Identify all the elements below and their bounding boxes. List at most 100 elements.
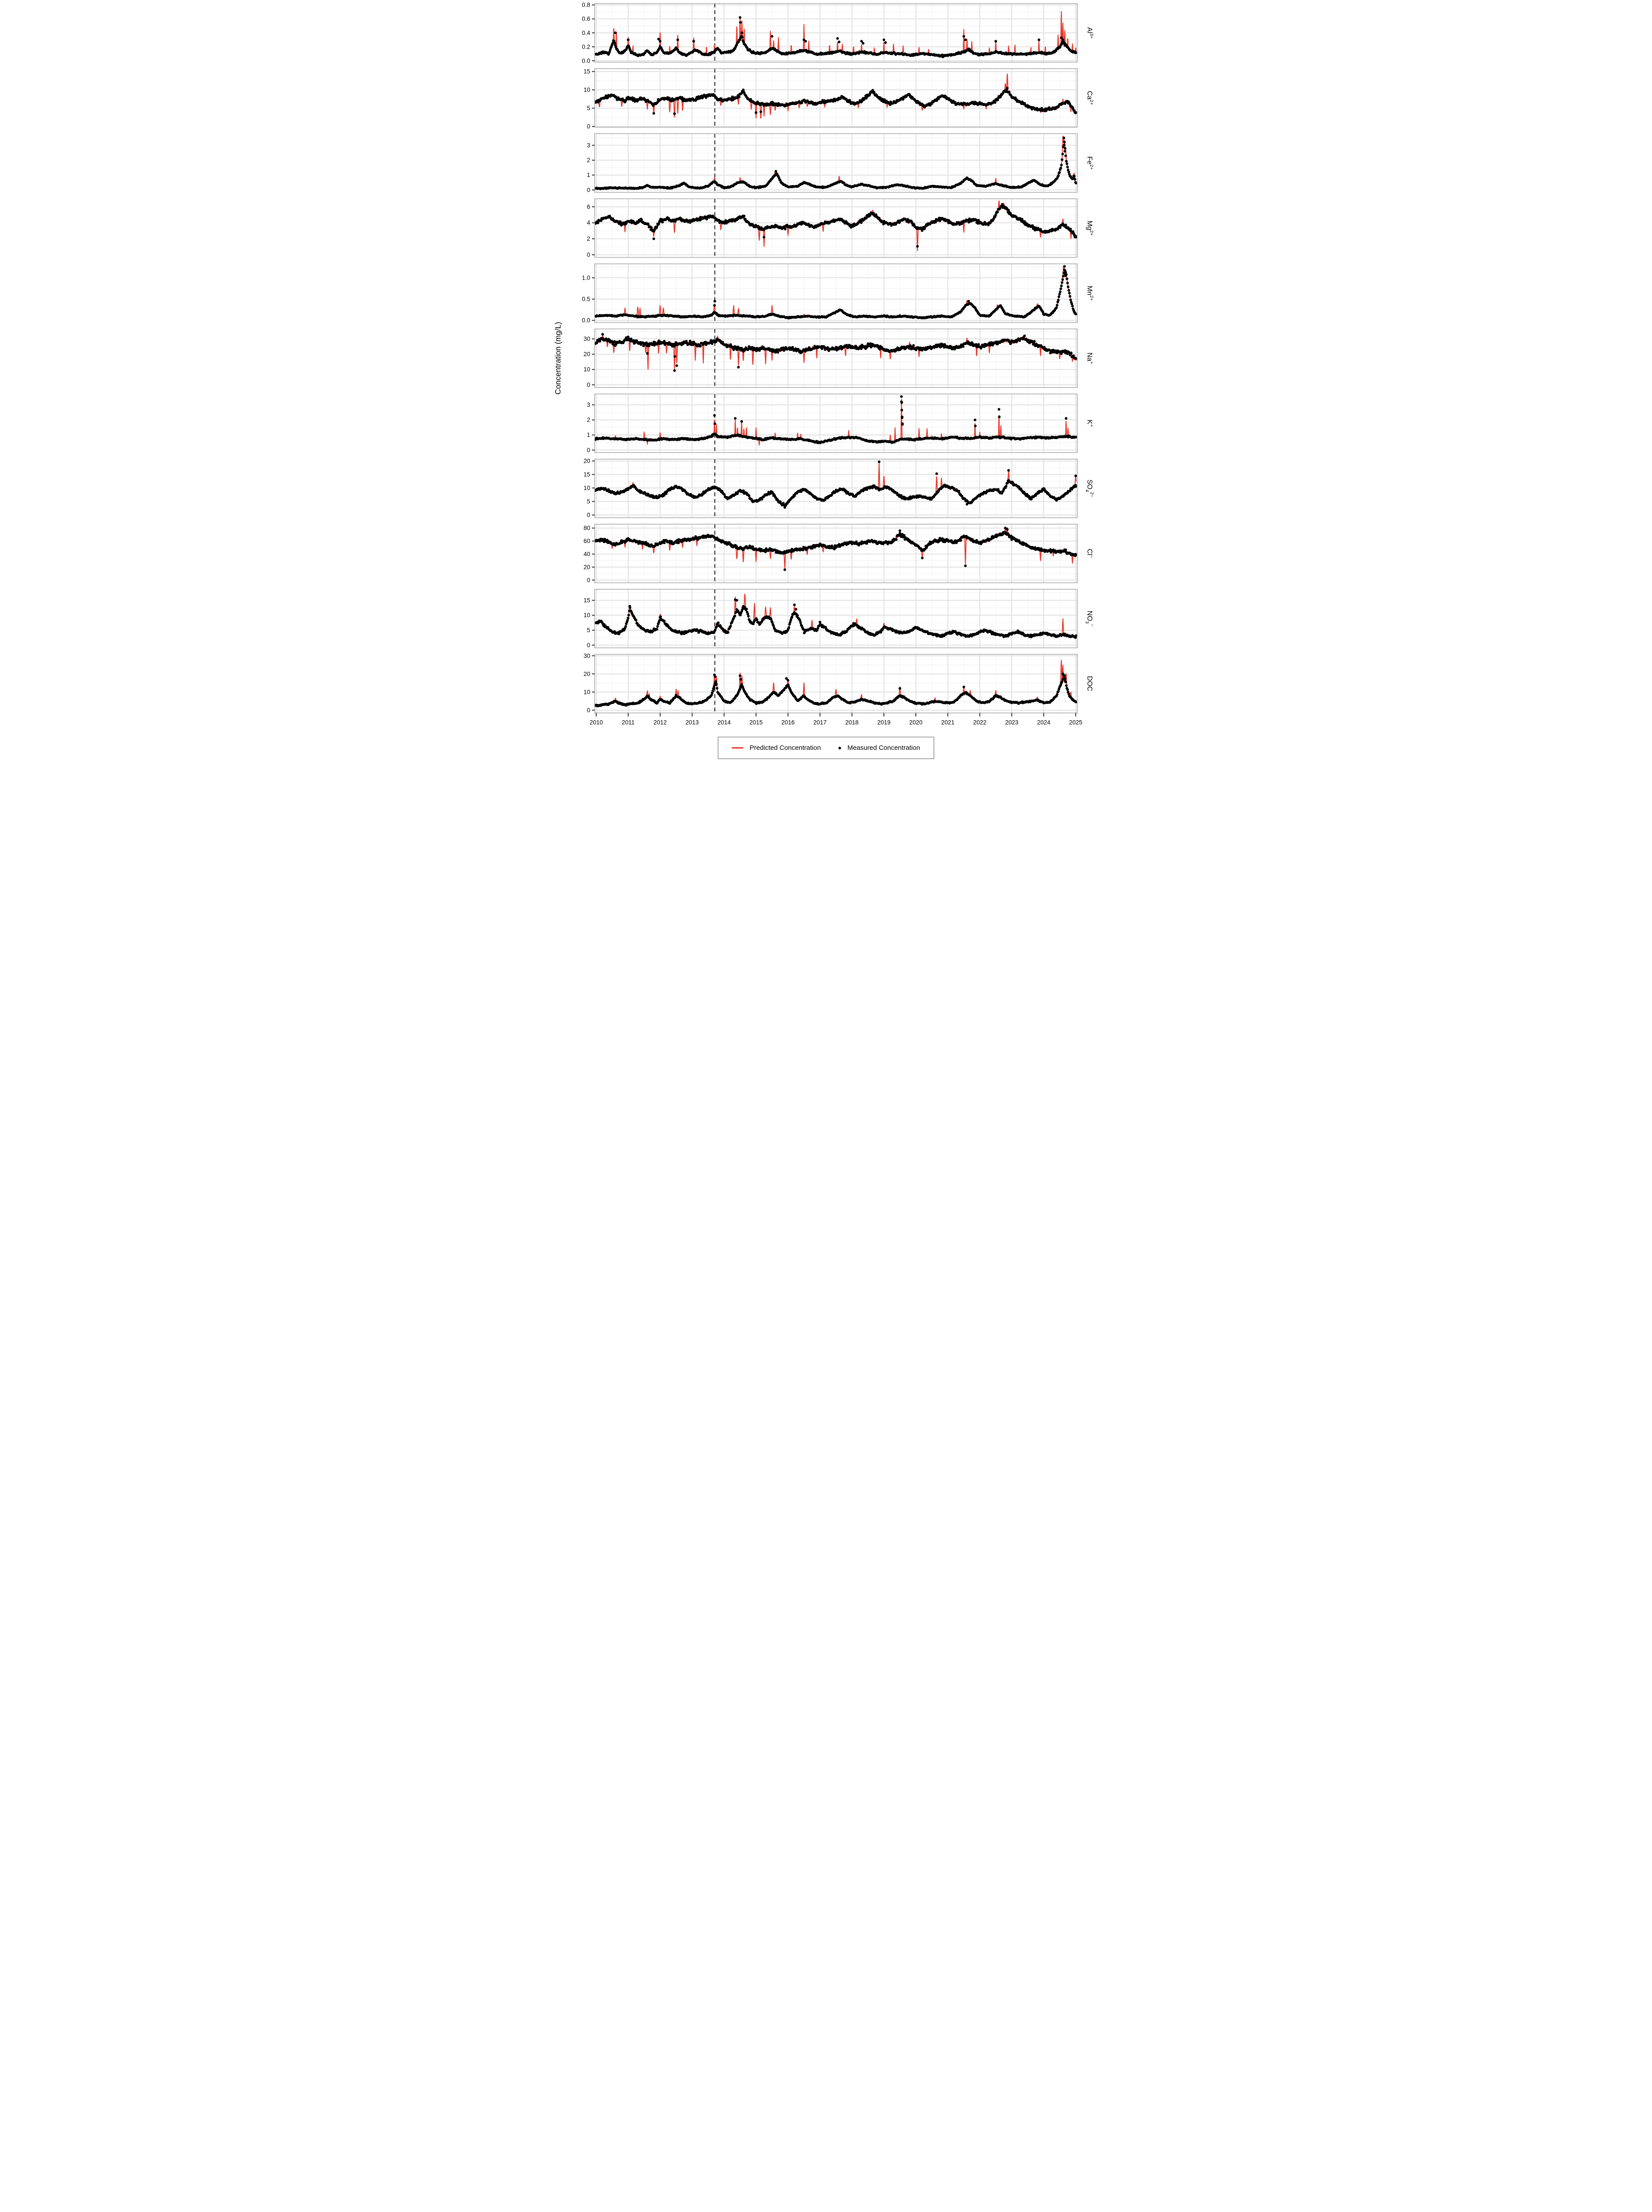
y-tick-label: 80 — [583, 525, 590, 531]
facet-label-doc: DOC — [1086, 676, 1093, 691]
facet-label-al: Al3+ — [1086, 27, 1094, 38]
y-tick-label: 10 — [583, 612, 590, 618]
panel-so4: 0 5 10 15 20 SO42− — [583, 457, 1094, 518]
legend-area: Predicted Concentration Measured Concent… — [551, 737, 1102, 771]
y-tick-label: 1.0 — [582, 275, 590, 281]
y-tick-label: 0 — [587, 123, 590, 130]
x-tick-label: 2022 — [973, 719, 986, 726]
x-tick-label: 2015 — [749, 719, 762, 726]
y-tick-label: 3 — [587, 142, 590, 149]
facet-label-fe: Fe2+ — [1086, 156, 1094, 169]
y-axis-title: Concentration (mg/L) — [553, 322, 562, 395]
y-tick-label: 20 — [583, 671, 590, 677]
y-tick-label: 30 — [583, 335, 590, 342]
measured-dots-mn — [594, 265, 1077, 320]
faceted-time-series-chart: 0.00.20.40.60.8Al3+051015Ca2+0123Fe2+024… — [553, 2, 1095, 726]
measured-dot-key — [838, 746, 841, 749]
measured-dots-ca — [594, 87, 1077, 115]
y-tick-label: 40 — [583, 551, 590, 557]
predicted-line-doc — [595, 660, 1076, 707]
y-tick-label: 0.5 — [582, 296, 590, 303]
x-tick-label: 2024 — [1037, 719, 1051, 726]
y-tick-label: 15 — [583, 471, 590, 478]
y-tick-label: 15 — [583, 68, 590, 75]
y-tick-label: 0 — [587, 512, 590, 518]
y-tick-label: 0 — [587, 187, 590, 193]
y-tick-label: 20 — [583, 564, 590, 570]
y-tick-label: 10 — [583, 689, 590, 695]
x-tick-label: 2025 — [1069, 719, 1082, 726]
y-tick-label: 60 — [583, 538, 590, 545]
y-tick-label: 0.8 — [582, 2, 590, 8]
y-tick-label: 5 — [587, 627, 590, 634]
x-tick-label: 2014 — [717, 719, 731, 726]
measured-dots-no3 — [594, 598, 1077, 639]
y-tick-label: 10 — [583, 366, 590, 373]
x-tick-label: 2021 — [941, 719, 954, 726]
x-tick-label: 2020 — [909, 719, 922, 726]
panel-fe: 0 1 2 3 Fe2+ — [587, 133, 1094, 193]
measured-dots-k — [594, 395, 1077, 445]
facet-label-no3: NO3− — [1084, 611, 1095, 626]
y-tick-label: 0 — [587, 707, 590, 714]
y-tick-label: 4 — [587, 219, 590, 226]
figure: 0.0 0.2 0.4 0.6 0.8 Al3+ 0 5 10 15 Ca2+ 0 1 2 3 Fe2+ 0 2 4… — [550, 0, 1102, 771]
measured-dots-doc — [594, 672, 1077, 707]
y-tick-label: 0 — [587, 381, 590, 388]
panel-no3: 0 5 10 15 NO3− — [583, 589, 1095, 649]
panel-ca: 0 5 10 15 Ca2+ — [583, 68, 1094, 130]
y-tick-label: 0 — [587, 447, 590, 453]
x-tick-label: 2016 — [781, 719, 795, 726]
x-tick-label: 2012 — [653, 719, 667, 726]
legend: Predicted Concentration Measured Concent… — [718, 737, 934, 759]
y-tick-label: 0 — [587, 577, 590, 584]
y-tick-label: 1 — [587, 432, 590, 438]
y-tick-label: 20 — [583, 351, 590, 357]
y-tick-label: 0 — [587, 642, 590, 649]
y-tick-label: 0.4 — [582, 30, 590, 36]
y-tick-label: 2 — [587, 157, 590, 164]
y-tick-label: 0.2 — [582, 43, 590, 50]
x-tick-label: 2017 — [813, 719, 826, 726]
y-tick-label: 10 — [583, 485, 590, 492]
measured-dots-so4 — [594, 460, 1077, 509]
y-tick-label: 0 — [587, 251, 590, 258]
predicted-legend-label: Predicted Concentration — [749, 744, 821, 752]
measured-dots-fe — [594, 136, 1077, 191]
measured-dots-cl — [594, 526, 1077, 571]
y-tick-label: 3 — [587, 402, 590, 408]
y-tick-label: 2 — [587, 235, 590, 242]
x-tick-label: 2018 — [845, 719, 858, 726]
panel-doc: 0 10 20 30 DOC — [583, 653, 1093, 714]
measured-dots-na — [594, 333, 1077, 372]
facet-label-ca: Ca2+ — [1086, 91, 1094, 105]
x-tick-label: 2023 — [1005, 719, 1018, 726]
panel-al: 0.0 0.2 0.4 0.6 0.8 Al3+ — [582, 2, 1094, 64]
y-tick-label: 30 — [583, 653, 590, 659]
y-tick-label: 0.0 — [582, 58, 590, 64]
facet-label-k: K+ — [1086, 420, 1094, 427]
y-tick-label: 10 — [583, 87, 590, 93]
x-tick-label: 2013 — [685, 719, 699, 726]
facet-label-cl: Cl− — [1086, 549, 1094, 558]
panel-na: 0 10 20 30 Na+ — [583, 328, 1094, 388]
measured-dots-mg — [594, 203, 1077, 248]
predicted-line-key — [732, 747, 744, 749]
y-tick-label: 0.6 — [582, 15, 590, 22]
facet-label-mg: Mg2+ — [1086, 221, 1094, 236]
panel-mg: 0 2 4 6 Mg2+ — [587, 198, 1094, 258]
x-axis: 2010 2011 2012 2013 2014 2015 2016 2017 2018 2019… — [589, 713, 1082, 726]
y-tick-label: 20 — [583, 457, 590, 464]
y-tick-label: 6 — [587, 204, 590, 210]
panel-k: 0 1 2 3 K+ — [587, 393, 1094, 453]
y-tick-label: 0.0 — [582, 317, 590, 324]
measured-dots-al — [594, 16, 1077, 58]
x-tick-label: 2010 — [589, 719, 603, 726]
x-tick-label: 2011 — [622, 719, 634, 726]
y-tick-label: 5 — [587, 498, 590, 505]
facet-label-na: Na+ — [1086, 353, 1094, 364]
y-tick-label: 1 — [587, 172, 590, 178]
y-tick-label: 15 — [583, 597, 590, 603]
measured-legend-label: Measured Concentration — [847, 744, 920, 752]
panel-cl: 0 20 40 60 80 Cl− — [583, 524, 1094, 584]
